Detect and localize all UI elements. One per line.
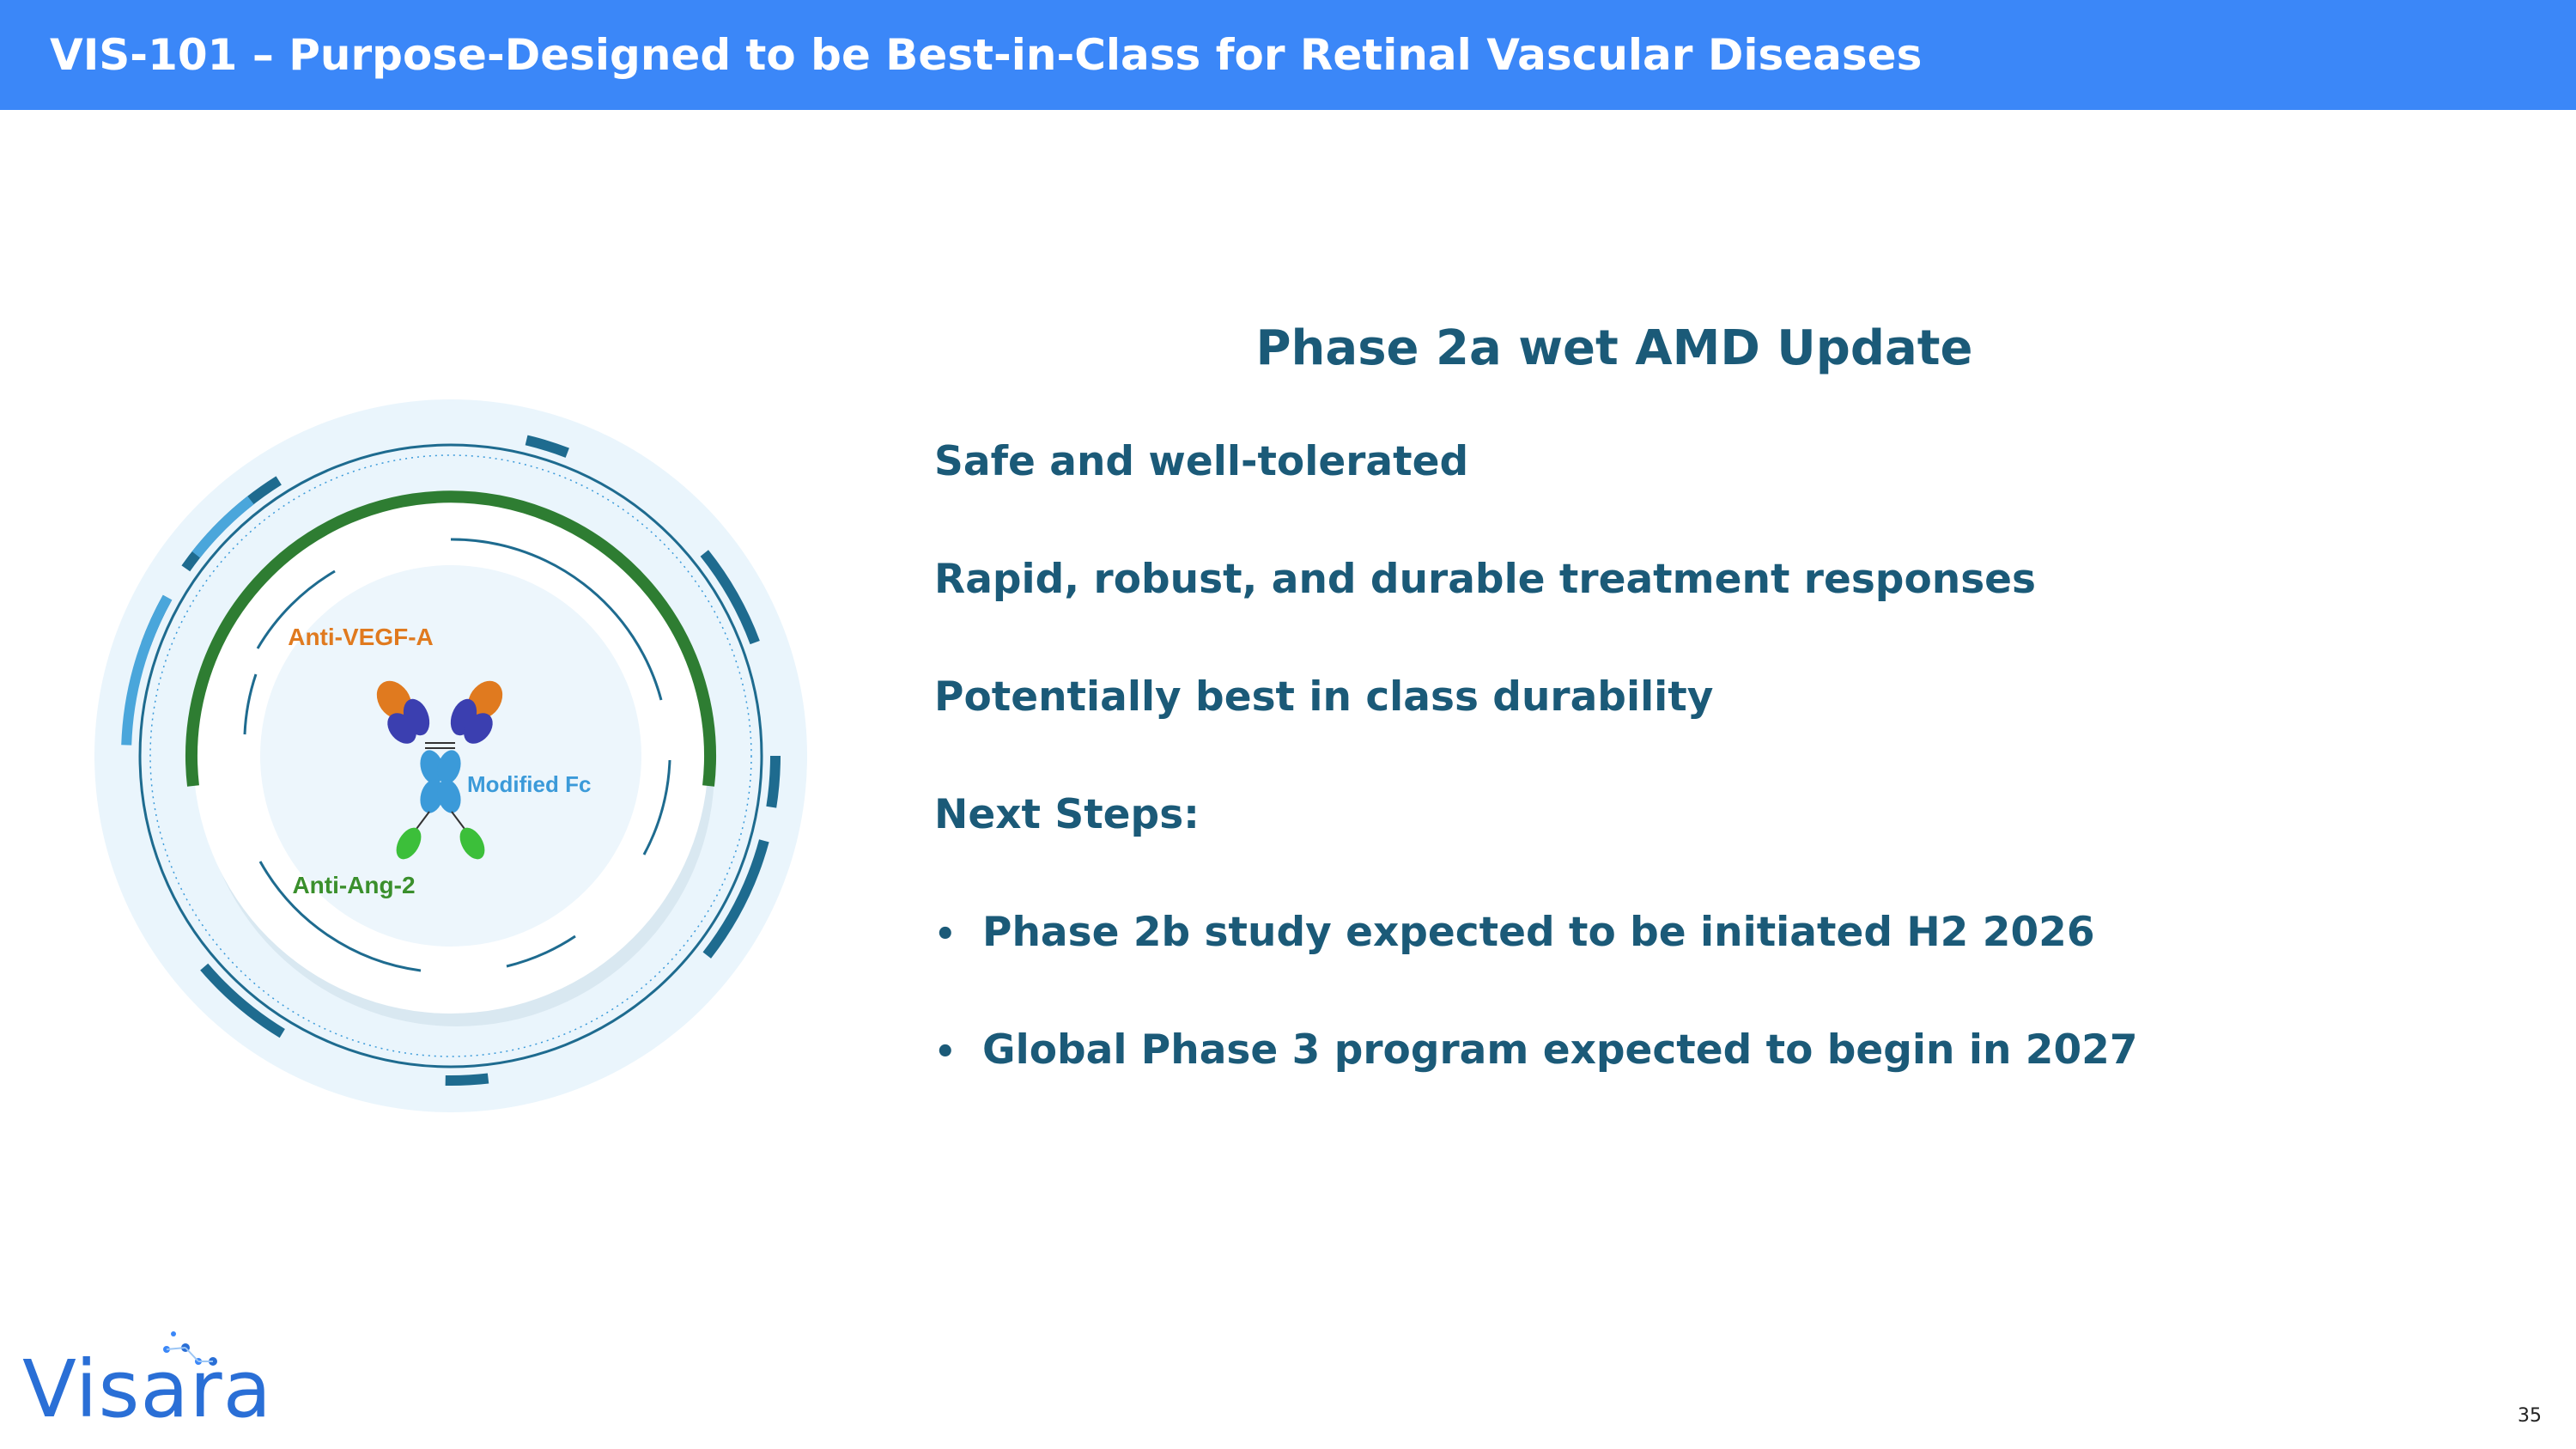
inner-arc-bottom bbox=[258, 861, 422, 972]
logo-wordmark: Visara bbox=[22, 1343, 272, 1435]
antibody-icon bbox=[376, 680, 503, 860]
modified-fc-label: Modified Fc bbox=[467, 771, 591, 797]
slide-title: VIS-101 – Purpose-Designed to be Best-in… bbox=[50, 30, 1923, 80]
anti-ang2-label: Anti-Ang-2 bbox=[292, 872, 415, 898]
outer-segment-ring bbox=[121, 426, 781, 1086]
bullet-phase3-text: Global Phase 3 program expected to begin… bbox=[982, 1026, 2138, 1074]
inner-arc-bottom-right bbox=[506, 935, 576, 968]
outer-thin-ring-2 bbox=[149, 454, 752, 1057]
bullet-symbol: • bbox=[934, 1032, 957, 1072]
bullet-phase2b: • Phase 2b study expected to be initiated… bbox=[934, 907, 2095, 960]
inner-arc-top bbox=[450, 538, 663, 701]
title-bar: VIS-101 – Purpose-Designed to be Best-in… bbox=[0, 0, 2576, 110]
inner-arc-right bbox=[642, 759, 671, 855]
molecule-diagram: Anti-VEGF-A Modified Fc Anti-Ang-2 bbox=[94, 399, 807, 1112]
point-next-steps: Next Steps: bbox=[934, 791, 1200, 838]
anti-vegf-label: Anti-VEGF-A bbox=[288, 624, 434, 650]
point-durability: Potentially best in class durability bbox=[934, 673, 1714, 721]
inner-arc-left bbox=[256, 569, 336, 649]
green-arc bbox=[185, 490, 716, 787]
point-safety: Safe and well-tolerated bbox=[934, 438, 1469, 485]
section-heading: Phase 2a wet AMD Update bbox=[1255, 320, 1973, 376]
bullet-symbol: • bbox=[934, 915, 957, 954]
point-responses: Rapid, robust, and durable treatment res… bbox=[934, 556, 2037, 603]
bullet-phase3: • Global Phase 3 program expected to begi… bbox=[934, 1025, 2138, 1078]
logo-dots-icon bbox=[163, 1331, 217, 1366]
visara-logo: Visara bbox=[22, 1318, 271, 1439]
outer-thin-ring bbox=[138, 443, 763, 1068]
page-number: 35 bbox=[2518, 1405, 2542, 1427]
bullet-phase2b-text: Phase 2b study expected to be initiated … bbox=[982, 909, 2095, 956]
inner-arc-left2 bbox=[243, 673, 258, 735]
